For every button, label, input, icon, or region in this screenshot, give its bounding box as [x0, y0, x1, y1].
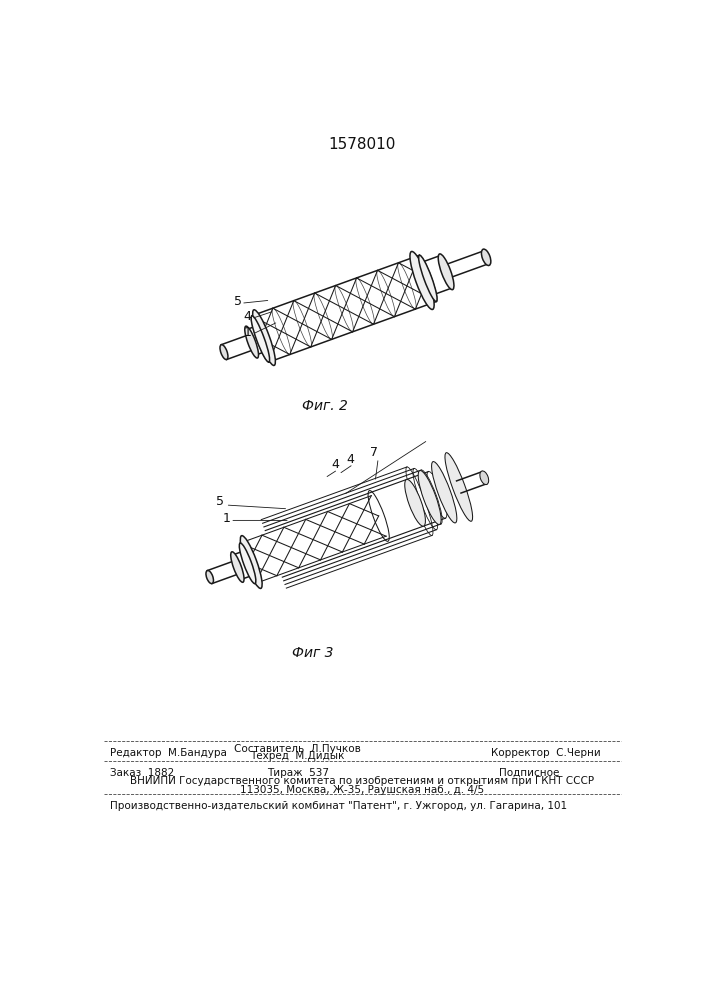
Ellipse shape: [220, 345, 228, 360]
Text: Фиг 3: Фиг 3: [293, 646, 334, 660]
Text: Корректор  С.Черни: Корректор С.Черни: [491, 748, 600, 758]
Ellipse shape: [239, 543, 256, 584]
Text: 1: 1: [223, 512, 230, 525]
Text: 1578010: 1578010: [328, 137, 396, 152]
Ellipse shape: [251, 316, 269, 362]
Text: Фиг. 2: Фиг. 2: [302, 399, 348, 413]
Text: 4: 4: [243, 310, 251, 323]
Text: Тираж  537: Тираж 537: [267, 768, 329, 778]
Ellipse shape: [410, 251, 434, 309]
Ellipse shape: [252, 310, 276, 365]
Text: 4: 4: [346, 453, 354, 466]
Ellipse shape: [206, 570, 214, 584]
Ellipse shape: [438, 254, 454, 290]
Ellipse shape: [230, 552, 244, 582]
Text: Техред  М.Дидык: Техред М.Дидык: [250, 751, 345, 761]
Text: Подписное: Подписное: [499, 768, 559, 778]
Ellipse shape: [240, 536, 262, 588]
Text: 113035, Москва, Ж-35, Раушская наб., д. 4/5: 113035, Москва, Ж-35, Раушская наб., д. …: [240, 785, 484, 795]
Text: 5: 5: [216, 495, 224, 508]
Text: ВНИИПИ Государственного комитета по изобретениям и открытиям при ГКНТ СССР: ВНИИПИ Государственного комитета по изоб…: [130, 776, 594, 786]
Ellipse shape: [245, 326, 259, 358]
Text: 1: 1: [243, 326, 251, 339]
Ellipse shape: [481, 249, 491, 266]
Ellipse shape: [431, 462, 457, 523]
Text: Производственно-издательский комбинат "Патент", г. Ужгород, ул. Гагарина, 101: Производственно-издательский комбинат "П…: [110, 801, 567, 811]
Ellipse shape: [404, 479, 426, 526]
Text: Заказ  1882: Заказ 1882: [110, 768, 175, 778]
Ellipse shape: [418, 470, 441, 525]
Text: 7: 7: [370, 446, 378, 459]
Text: Составитель  Л.Пучков: Составитель Л.Пучков: [234, 744, 361, 754]
Ellipse shape: [419, 255, 437, 302]
Ellipse shape: [480, 471, 489, 485]
Text: 4: 4: [331, 458, 339, 471]
Text: 5: 5: [234, 295, 242, 308]
Ellipse shape: [445, 453, 472, 521]
Text: Редактор  М.Бандура: Редактор М.Бандура: [110, 748, 227, 758]
